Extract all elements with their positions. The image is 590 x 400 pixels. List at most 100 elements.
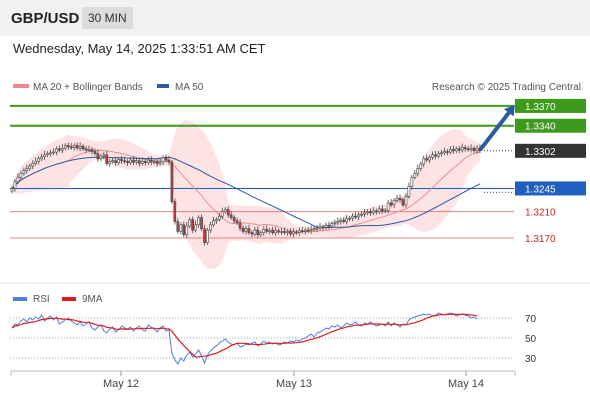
candle-body [40,156,43,160]
ma20-line [11,149,481,233]
candle-body [185,225,189,236]
candle-body [259,232,263,235]
candle [330,221,334,229]
candle-body [368,211,372,214]
candle-body [377,208,381,212]
candle-body [90,149,94,152]
candle [167,156,171,166]
candle-body [297,230,301,233]
candle [49,149,52,157]
candle-body [250,232,254,235]
candle [283,227,286,236]
candle-body [117,159,120,163]
candle [428,155,432,164]
candle [434,150,437,160]
candle [437,151,440,159]
candle [377,205,381,214]
candle [99,153,103,162]
candle-body [253,229,257,235]
resistance-label-box-1-3370 [515,98,586,113]
candle-body [294,231,298,234]
candle-body [37,158,40,162]
candle-body [102,154,106,157]
candle [241,225,245,234]
candle-body [179,224,183,232]
candle-body [143,161,147,163]
candle-body [277,230,280,233]
candle-body [209,224,212,231]
candle-body [10,188,14,192]
candle-body [360,213,363,216]
candle-body [469,147,473,150]
candle-body [392,200,396,206]
candle [306,226,310,234]
candle-body [203,228,206,243]
pivot-label: 1.3245 [525,184,556,195]
timeframe-button[interactable]: 30 MIN [82,7,133,29]
candle-body [75,145,79,149]
candle-body [440,152,443,155]
candle [280,228,283,236]
candle [259,230,263,237]
candle-body [336,221,340,224]
candle-body [155,161,159,164]
candle [161,155,165,166]
candle [164,154,168,163]
candle [10,186,14,194]
candle-body [419,163,423,169]
candle-body [286,231,289,233]
ma50-line [11,156,481,229]
candle [333,219,337,227]
candle [129,156,132,166]
candle-body [108,161,112,164]
last-price-box [515,143,586,158]
candle [363,208,366,218]
candle-body [232,217,236,222]
legend: MA 20 + Bollinger Bands MA 50 Research ©… [13,82,581,93]
candle [404,193,408,209]
candle-body [280,231,283,233]
candle [232,215,236,224]
candle [66,142,70,150]
candle [114,156,117,166]
candle-body [247,228,251,233]
candle [55,146,58,156]
candle [303,227,307,235]
candle-body [215,219,218,222]
candle-body [52,151,55,154]
candle-body [357,214,360,218]
candle [250,230,254,238]
bollinger-band [12,119,480,270]
candle-body [268,229,272,232]
candle-body [416,168,420,174]
candle-body [161,157,165,163]
candle-body [182,224,186,236]
candle [395,195,399,203]
candle-body [57,148,61,151]
candle-body [289,231,292,235]
candle [84,145,88,154]
candle-body [135,160,138,163]
candle [218,213,221,222]
candle [34,157,37,166]
candle [256,226,260,238]
candle [309,225,313,234]
candle-body [138,160,141,164]
candle [446,149,449,156]
candle-body [114,160,117,163]
candle-body [146,159,150,164]
candle-body [96,153,100,160]
candle-body [164,157,168,161]
candle [244,225,248,235]
instrument-title: GBP/USD [11,10,80,27]
candle-body [229,214,233,218]
candle [138,157,141,167]
candle-body [25,168,29,171]
candle-body [422,158,426,165]
candle-body [244,228,248,232]
candle-body [374,210,378,213]
candle-body [132,159,135,163]
x-tick-label: May 14 [448,378,484,390]
candle-body [425,158,429,161]
candle-body [303,229,307,232]
